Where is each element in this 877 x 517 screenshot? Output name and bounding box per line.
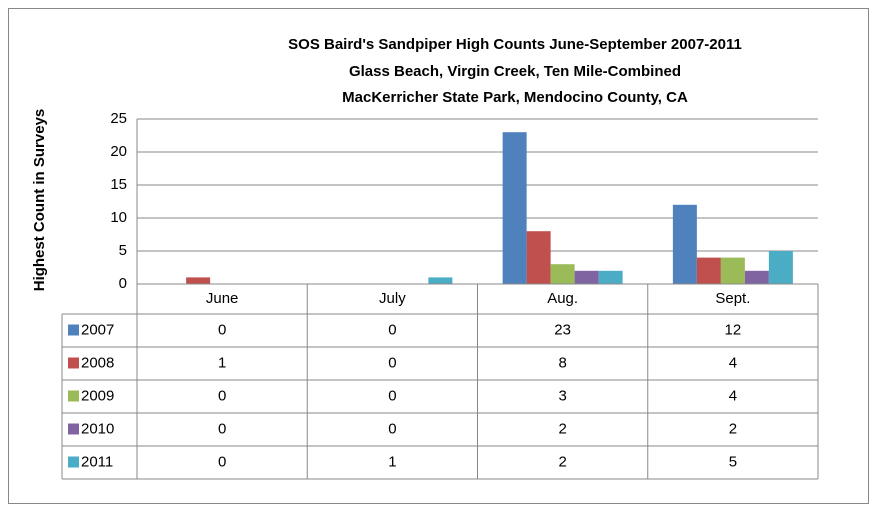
table-value: 0 <box>218 420 226 437</box>
legend-swatch <box>68 324 79 336</box>
table-value: 23 <box>554 321 571 338</box>
bar <box>768 251 793 284</box>
chart-title: MacKerricher State Park, Mendocino Count… <box>342 89 688 106</box>
legend-swatch <box>68 456 79 468</box>
legend-swatch <box>68 357 79 369</box>
y-tick-label: 15 <box>110 176 127 193</box>
legend-label: 2008 <box>81 354 114 371</box>
y-tick-label: 10 <box>110 209 127 226</box>
table-value: 0 <box>388 354 396 371</box>
table-value: 0 <box>388 321 396 338</box>
bar <box>526 231 551 284</box>
table-value: 2 <box>558 420 566 437</box>
bar <box>744 270 769 284</box>
table-value: 5 <box>729 453 737 470</box>
bar <box>598 270 623 284</box>
table-value: 4 <box>729 387 737 404</box>
y-tick-label: 25 <box>110 110 127 127</box>
table-value: 0 <box>388 420 396 437</box>
bar <box>574 270 599 284</box>
legend-label: 2009 <box>81 387 114 404</box>
table-value: 0 <box>218 453 226 470</box>
table-value: 1 <box>388 453 396 470</box>
chart-border <box>8 8 869 504</box>
chart-title: SOS Baird's Sandpiper High Counts June-S… <box>288 36 742 53</box>
x-tick-label: June <box>206 290 239 307</box>
table-value: 0 <box>388 387 396 404</box>
x-tick-label: July <box>379 290 406 307</box>
bar <box>720 257 745 284</box>
chart-title: Glass Beach, Virgin Creek, Ten Mile-Comb… <box>349 63 681 80</box>
y-tick-label: 20 <box>110 143 127 160</box>
table-value: 8 <box>558 354 566 371</box>
table-value: 1 <box>218 354 226 371</box>
table-value: 0 <box>218 387 226 404</box>
table-value: 4 <box>729 354 737 371</box>
table-value: 3 <box>558 387 566 404</box>
x-tick-label: Sept. <box>715 290 750 307</box>
bar <box>696 257 721 284</box>
table-value: 2 <box>729 420 737 437</box>
y-tick-label: 5 <box>119 242 127 259</box>
legend-swatch <box>68 390 79 402</box>
table-value: 2 <box>558 453 566 470</box>
bar <box>428 277 453 284</box>
y-tick-label: 0 <box>119 275 127 292</box>
bar <box>550 264 575 284</box>
x-tick-label: Aug. <box>547 290 578 307</box>
table-value: 0 <box>218 321 226 338</box>
bar <box>672 204 697 284</box>
legend-label: 2010 <box>81 420 114 437</box>
bar <box>186 277 211 284</box>
bar <box>502 132 527 284</box>
legend-label: 2011 <box>81 453 113 470</box>
legend-swatch <box>68 423 79 435</box>
table-value: 12 <box>725 321 742 338</box>
legend-label: 2007 <box>81 321 114 338</box>
y-axis-label: Highest Count in Surveys <box>31 109 48 292</box>
